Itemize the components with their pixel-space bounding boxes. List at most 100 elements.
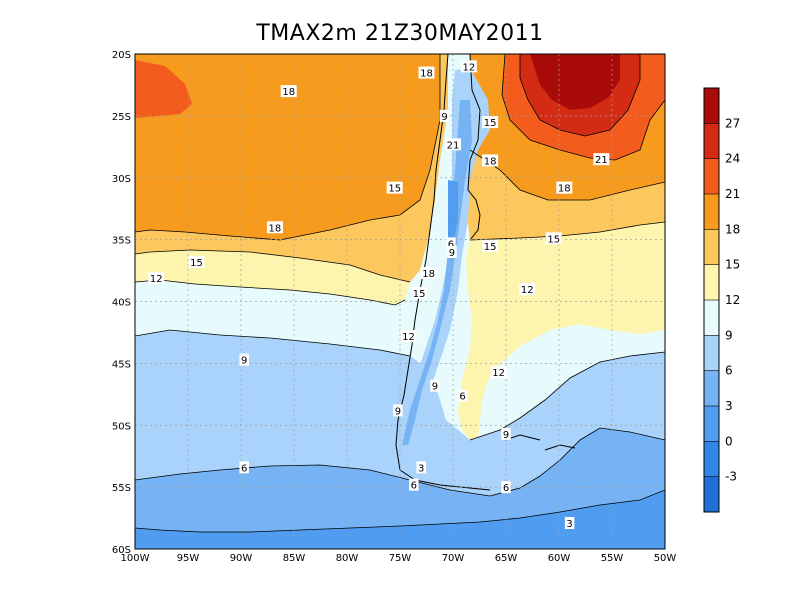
- colorbar-swatch: [704, 264, 719, 300]
- contour-label: 15: [482, 116, 499, 129]
- contour-label-text: 9: [395, 406, 401, 417]
- contour-lines: [135, 54, 665, 533]
- x-tick-label: 85W: [283, 553, 306, 564]
- x-tick-label: 70W: [442, 553, 465, 564]
- contour-label: 9: [239, 353, 249, 367]
- contour-label-bg: [564, 517, 575, 530]
- contour-label-bg: [409, 478, 419, 491]
- contour-label-bg: [439, 109, 450, 122]
- colorbar-swatch: [704, 335, 719, 371]
- contour-label: 9: [447, 246, 457, 259]
- x-tick-label: 75W: [389, 553, 412, 564]
- contour-label-text: 9: [503, 430, 509, 441]
- colorbar-label: 6: [725, 364, 733, 378]
- contour-label: 6: [446, 237, 456, 250]
- contour-label: 18: [266, 221, 283, 234]
- colorbar-label: 18: [725, 222, 740, 236]
- contour-label: 15: [386, 181, 403, 195]
- colorbar-swatch: [704, 229, 719, 265]
- band-21-24-nw: [135, 60, 192, 118]
- contour-label-text: 12: [463, 62, 476, 73]
- contour-label-bg: [148, 271, 165, 284]
- contour-label-bg: [447, 246, 457, 258]
- contour-label-bg: [482, 239, 499, 252]
- contour-label-text: 12: [402, 332, 415, 343]
- band-15-18-east: [465, 150, 665, 240]
- contour-label-bg: [501, 427, 511, 440]
- contour-label-text: 18: [420, 69, 433, 80]
- x-axis-tick-labels: 100W 95W 90W 85W 80W 75W 70W 65W 60W 55W 50W: [121, 553, 677, 564]
- contour-label-text: 9: [441, 112, 447, 123]
- contour-label-bg: [545, 232, 562, 245]
- contour-label: 21: [593, 153, 610, 166]
- y-tick-label: 50S: [112, 421, 131, 432]
- contour-label-text: 12: [150, 274, 163, 285]
- x-tick-label: 60W: [548, 553, 571, 564]
- contour-label: 9: [430, 379, 440, 393]
- contour-label-text: 6: [241, 463, 247, 474]
- contour-label: 18: [420, 267, 437, 280]
- gridlines: [135, 54, 665, 549]
- contour-label-text: 6: [503, 483, 509, 494]
- y-tick-label: 35S: [112, 236, 131, 247]
- y-tick-label: 40S: [112, 298, 131, 309]
- contour-label-text: 15: [413, 289, 426, 300]
- contour-label: 15: [482, 239, 499, 253]
- contour-label: 15: [188, 255, 205, 269]
- contour-label-text: 18: [282, 87, 295, 98]
- contour-label-bg: [519, 283, 536, 296]
- contour-label: 6: [457, 389, 468, 403]
- contour-label-bg: [280, 85, 297, 98]
- x-tick-label: 90W: [230, 553, 253, 564]
- contour-label-bg: [445, 138, 461, 151]
- x-tick-label: 50W: [654, 553, 677, 564]
- x-tick-label: 100W: [121, 553, 150, 564]
- x-tick-label: 65W: [495, 553, 518, 564]
- contour-label-text: 15: [484, 242, 497, 253]
- contour-label-text: 15: [547, 234, 560, 245]
- colorbar-swatch: [704, 476, 719, 512]
- colorbar-swatch: [704, 300, 719, 336]
- contour-label-bg: [430, 379, 440, 392]
- contour-label-bg: [239, 461, 249, 474]
- band-15-18: [135, 54, 448, 282]
- y-tick-label: 20S: [112, 50, 131, 61]
- colorbar-label: -3: [725, 470, 737, 484]
- colorbar-label: 0: [725, 434, 733, 448]
- colorbar-label: 21: [725, 187, 740, 201]
- contour-label: 12: [148, 271, 165, 285]
- contour-label-bg: [457, 389, 468, 402]
- contour-label-text: 21: [447, 140, 460, 151]
- contour-label: 18: [418, 66, 435, 80]
- colorbar-label: 24: [725, 152, 740, 166]
- contour-label: 6: [501, 481, 511, 494]
- contour-label-bg: [490, 366, 507, 379]
- contour-label-bg: [593, 153, 610, 166]
- colorbar-label: 9: [725, 328, 733, 342]
- colorbar-swatch: [704, 88, 719, 124]
- contour-label-text: 18: [422, 269, 435, 280]
- contour-label-text: 9: [449, 248, 455, 259]
- contour-label-bg: [266, 221, 283, 234]
- contour-label-bg: [416, 461, 426, 474]
- contour-label-bg: [482, 154, 499, 167]
- contour-label: 15: [411, 286, 428, 300]
- colorbar-swatch: [704, 441, 719, 477]
- y-tick-label: 60S: [112, 545, 131, 556]
- contour-label-text: 12: [492, 368, 505, 379]
- contour-label: 12: [460, 60, 477, 73]
- contour-label-bg: [446, 237, 456, 250]
- colorbar-label: 3: [725, 399, 733, 413]
- y-tick-label: 25S: [112, 112, 131, 123]
- band-18-21-nw: [135, 54, 440, 240]
- contour-label: 18: [556, 181, 573, 195]
- contour-label-text: 15: [388, 184, 401, 195]
- contour-label-text: 3: [566, 519, 572, 530]
- contour-label-bg: [411, 286, 428, 299]
- contour-label-text: 18: [269, 223, 282, 234]
- contour-label: 6: [239, 461, 249, 474]
- contour-label: 9: [501, 427, 511, 441]
- contour-label-bg: [239, 353, 249, 366]
- y-tick-label: 30S: [112, 174, 131, 185]
